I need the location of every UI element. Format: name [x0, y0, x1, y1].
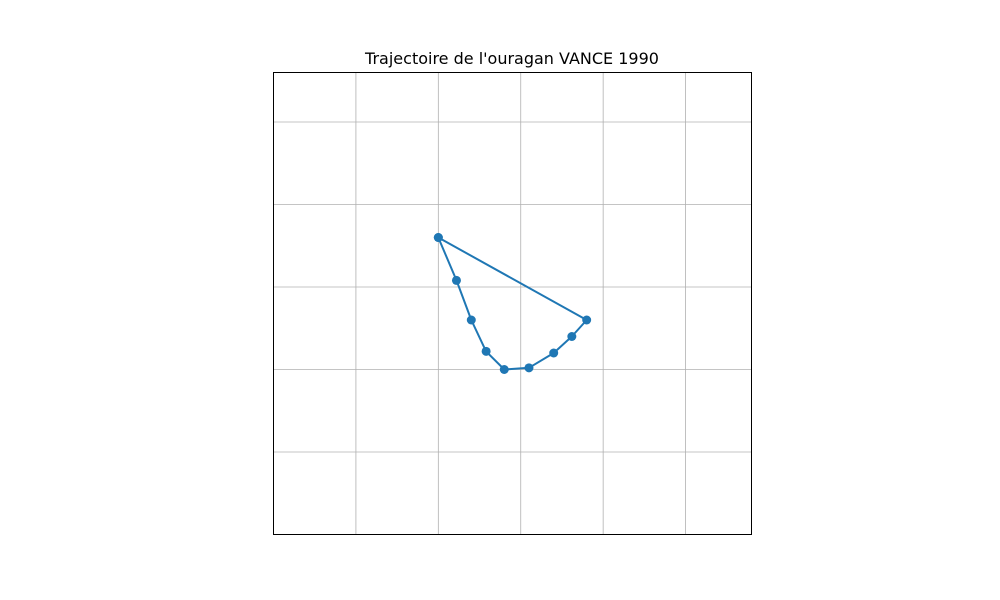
- chart-title: Trajectoire de l'ouragan VANCE 1990: [364, 49, 659, 68]
- track-point: [567, 332, 577, 341]
- grid: [273, 72, 752, 535]
- track-point: [451, 275, 461, 285]
- track-point: [466, 315, 476, 325]
- track-point: [499, 365, 509, 374]
- track-point: [433, 233, 443, 242]
- series-layer: [433, 233, 592, 374]
- track-point: [549, 348, 559, 358]
- track-point: [524, 363, 534, 373]
- track-point: [582, 315, 592, 325]
- track-point: [481, 346, 491, 356]
- track-line: [437, 236, 588, 371]
- plot-frame: [273, 72, 752, 535]
